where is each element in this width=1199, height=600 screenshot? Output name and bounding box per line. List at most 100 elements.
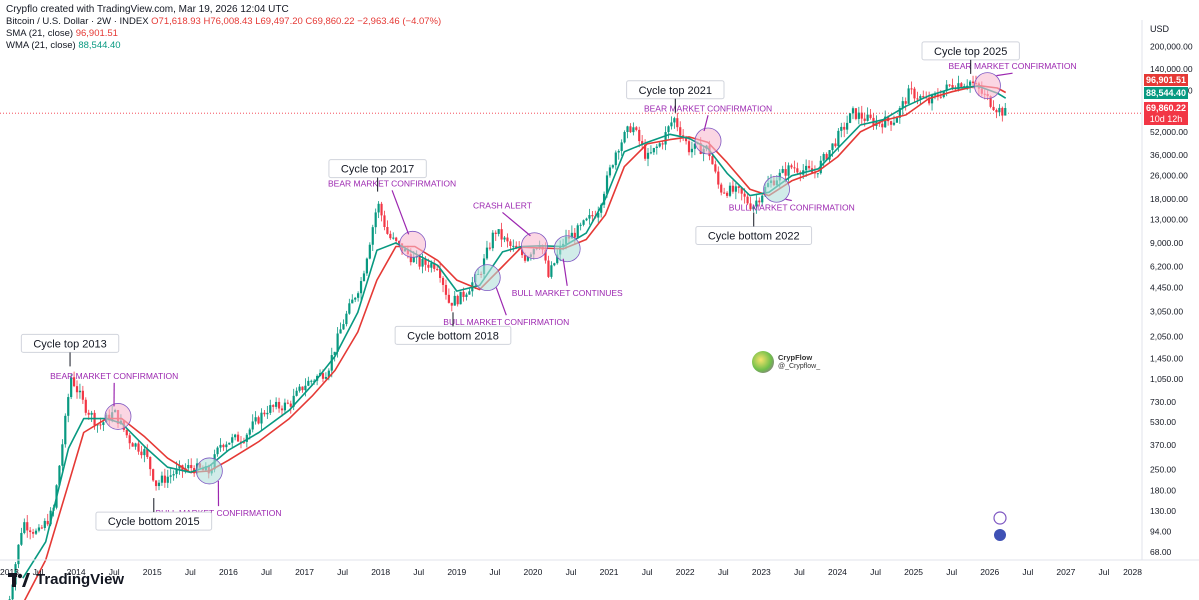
wma-legend[interactable]: WMA (21, close) 88,544.40: [6, 40, 441, 52]
candle-body: [310, 380, 313, 382]
candle-body: [573, 232, 576, 238]
candle-body: [933, 94, 937, 96]
tradingview-logo[interactable]: TradingView: [8, 571, 124, 588]
candle-body: [884, 116, 887, 128]
ohlc-change: −2,963.46 (−4.07%): [357, 16, 442, 27]
candle-body: [242, 441, 246, 443]
x-tick-label: 2021: [600, 567, 619, 577]
candle-body: [333, 351, 336, 356]
candle-body: [664, 132, 667, 145]
candle-body: [749, 203, 752, 210]
candle-body: [67, 397, 70, 416]
annotation-label: BEAR MARKET CONFIRMATION: [50, 371, 178, 381]
candle-body: [152, 469, 155, 481]
cycle-callout-label: Cycle bottom 2022: [708, 230, 800, 242]
candle-body: [146, 449, 149, 457]
ohlc-high: H76,008.43: [203, 16, 253, 27]
candle-body: [1001, 107, 1004, 116]
candle-body: [928, 97, 931, 104]
candle-body: [345, 313, 348, 325]
candle-body: [275, 401, 278, 407]
candle-body: [362, 273, 366, 282]
candle-body: [456, 295, 459, 305]
annotation-label: BEAR MARKET CONFIRMATION: [949, 61, 1077, 71]
x-tick-label: 2017: [295, 567, 314, 577]
sma-legend[interactable]: SMA (21, close) 96,901.51: [6, 28, 441, 40]
annotation-arrow: [703, 115, 709, 132]
candle-body: [723, 192, 726, 194]
candle-body: [848, 113, 852, 123]
x-tick-label: Jul: [794, 567, 805, 577]
bull-circle: [553, 235, 581, 263]
candle-body: [234, 434, 237, 438]
candle-body: [807, 165, 811, 169]
candle-body: [728, 185, 732, 196]
candle-body: [269, 405, 272, 413]
candle-body: [860, 112, 863, 119]
candle-body: [623, 131, 626, 143]
y-tick-label: 370.00: [1150, 440, 1176, 450]
candle-body: [960, 83, 963, 88]
ohlc-low: L69,497.20: [255, 16, 303, 27]
candle-body: [172, 474, 175, 476]
candle-body: [992, 106, 995, 111]
candle-body: [822, 154, 825, 161]
candle-body: [272, 405, 275, 407]
candle-body: [919, 96, 922, 99]
y-tick-label: 130.00: [1150, 506, 1176, 516]
annotation-label: BULL MARKET CONFIRMATION: [156, 508, 282, 518]
candle-body: [670, 122, 673, 127]
candle-body: [72, 377, 76, 387]
candle-body: [828, 150, 831, 160]
candle-body: [26, 522, 29, 531]
candle-body: [816, 173, 819, 175]
candle-body: [796, 168, 799, 173]
candle-body: [629, 126, 632, 133]
candle-body: [523, 255, 527, 261]
x-tick-label: Jul: [185, 567, 196, 577]
countdown-tag: 10d 12h: [1144, 113, 1188, 125]
currency-label[interactable]: USD: [1150, 24, 1170, 34]
candle-body: [377, 203, 380, 213]
bear-circle: [521, 232, 548, 260]
candle-body: [957, 83, 960, 90]
y-tick-label: 180.00: [1150, 485, 1176, 495]
candle-body: [793, 167, 796, 169]
candle-body: [781, 169, 784, 173]
candle-body: [263, 412, 266, 415]
candle-body: [948, 84, 951, 86]
candle-body: [591, 215, 594, 217]
candle-body: [597, 212, 600, 218]
cycle-callout-label: Cycle bottom 2015: [108, 516, 200, 528]
candle-body: [178, 465, 181, 469]
cycle-callout-label: Cycle bottom 2018: [407, 330, 499, 342]
flag-icon: [994, 529, 1006, 541]
last-price-tag: 69,860.22: [1144, 102, 1188, 114]
candle-body: [277, 401, 281, 409]
candle-body: [17, 544, 20, 565]
candle-body: [409, 254, 412, 263]
candle-body: [509, 241, 512, 246]
annotation-label: BEAR MARKET CONFIRMATION: [328, 178, 456, 188]
candle-body: [166, 476, 169, 483]
candle-body: [313, 380, 316, 382]
x-tick-label: Jul: [337, 567, 348, 577]
candle-body: [154, 480, 158, 487]
candle-body: [140, 451, 143, 456]
candle-body: [307, 380, 310, 386]
candle-body: [556, 254, 559, 264]
candle-body: [216, 447, 219, 455]
sma-value: 96,901.51: [75, 28, 118, 39]
candle-body: [617, 150, 620, 153]
candle-body: [898, 108, 901, 118]
candle-body: [693, 143, 696, 149]
candle-body: [412, 256, 415, 263]
candle-body: [547, 260, 550, 277]
candle-body: [365, 258, 369, 274]
candle-body: [222, 444, 225, 448]
candle-body: [81, 390, 84, 400]
candle-body: [160, 475, 164, 483]
symbol-name[interactable]: Bitcoin / U.S. Dollar · 2W · INDEX: [6, 16, 149, 27]
candle-body: [228, 442, 231, 445]
